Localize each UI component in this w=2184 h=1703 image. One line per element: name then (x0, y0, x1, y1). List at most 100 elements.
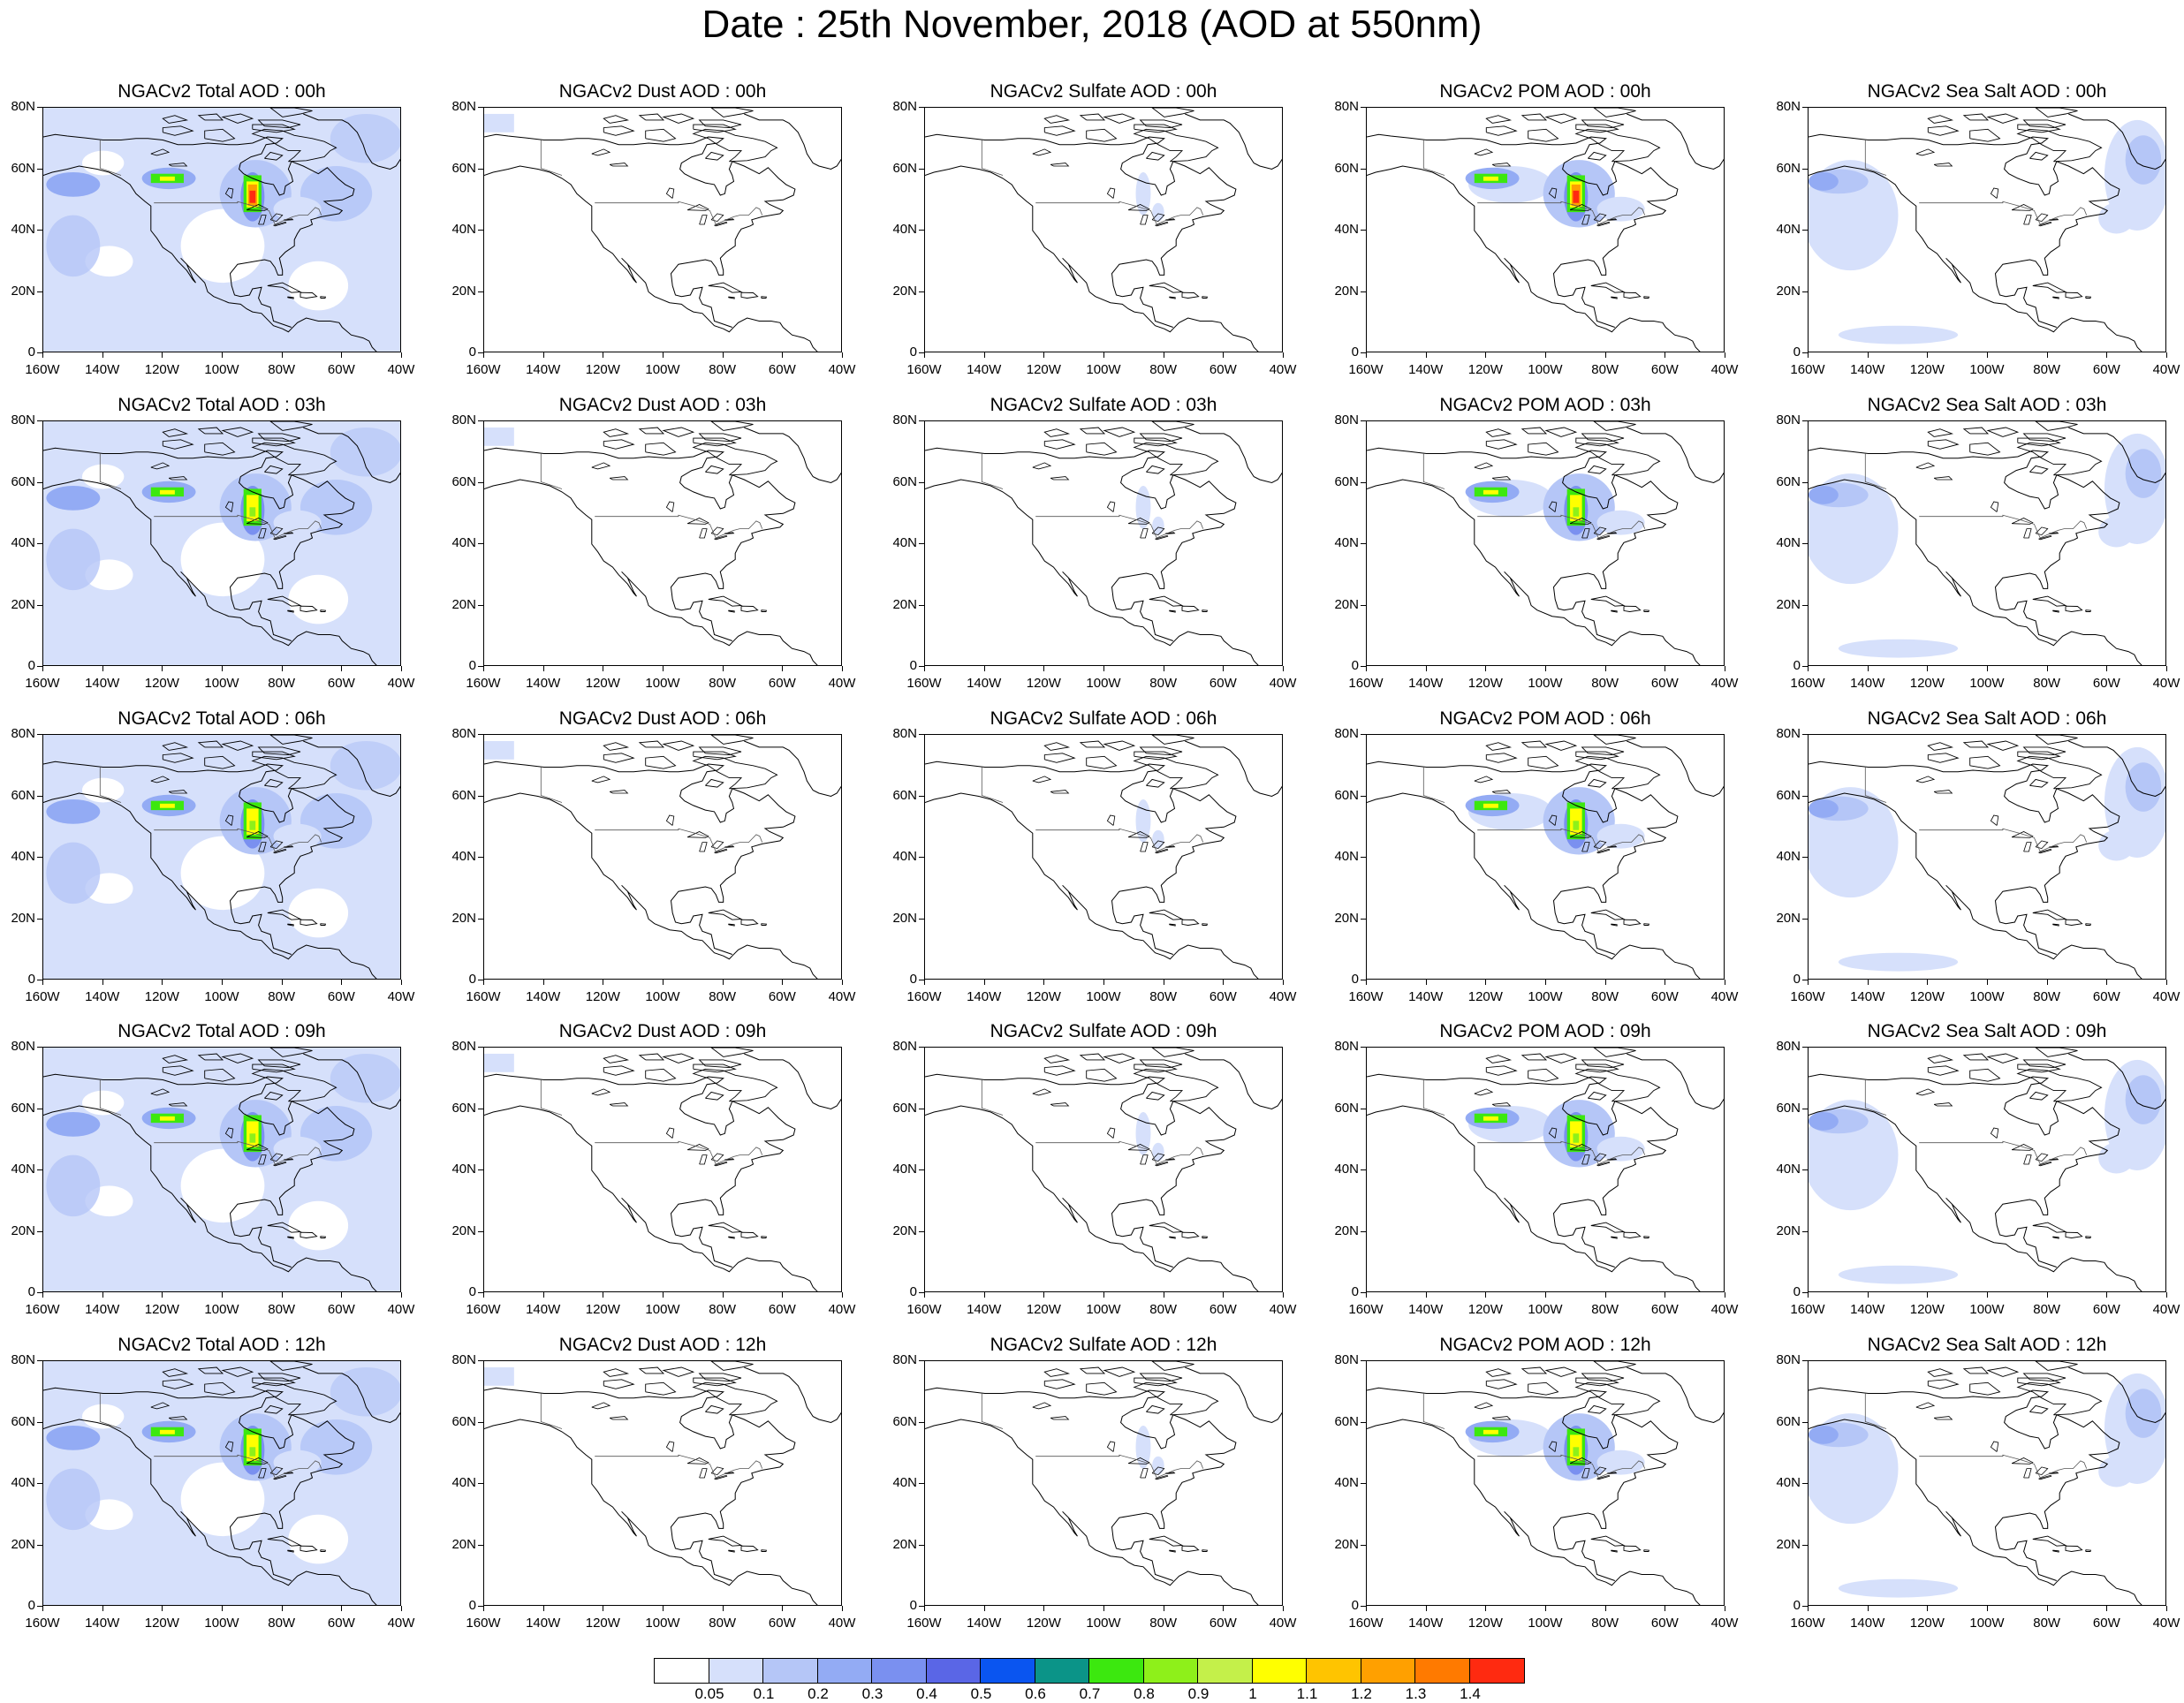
map-panel: NGACv2 Dust AOD : 03h 80N 60N 40N 20N 0 160W 14… (451, 395, 855, 691)
y-tick-mark (478, 857, 483, 858)
y-tick-mark (478, 1047, 483, 1048)
y-tick-mark (1802, 1483, 1808, 1484)
y-tick-mark (1361, 291, 1366, 292)
aod-field (43, 1361, 400, 1605)
x-tick-mark (983, 1606, 985, 1611)
x-tick-label: 80W (2033, 362, 2061, 377)
y-tick-mark (1802, 107, 1808, 108)
y-tick-mark (478, 1292, 483, 1293)
x-tick-label: 120W (585, 989, 620, 1004)
y-tick-label: 20N (11, 1536, 35, 1552)
y-tick-mark (37, 1169, 42, 1170)
x-tick-label: 100W (1969, 1302, 2005, 1317)
x-tick-mark (281, 666, 283, 671)
y-tick-label: 60N (1776, 787, 1801, 803)
x-tick-label: 160W (906, 1302, 942, 1317)
y-tick-mark (919, 734, 924, 735)
y-tick-mark (1361, 1360, 1366, 1361)
y-tick-mark (37, 1292, 42, 1293)
y-tick-mark (37, 1544, 42, 1546)
y-tick-mark (1802, 543, 1808, 544)
colorbar-swatch (1035, 1659, 1089, 1683)
country-borders (1422, 1079, 1646, 1165)
x-tick-label: 100W (1086, 1616, 1121, 1631)
x-tick-mark (102, 980, 103, 985)
y-tick-mark (37, 1606, 42, 1607)
x-tick-mark (162, 352, 163, 358)
coastlines (43, 108, 400, 352)
country-borders (1864, 453, 2088, 539)
x-tick-label: 100W (645, 676, 680, 691)
x-tick-mark (1808, 666, 1809, 671)
x-tick-label: 40W (1269, 989, 1297, 1004)
x-tick-mark (2106, 666, 2108, 671)
y-tick-label: 20N (892, 1536, 917, 1552)
country-borders (99, 1393, 322, 1479)
country-borders (981, 767, 1204, 852)
x-tick-mark (1987, 352, 1988, 358)
map-plot-area (1366, 734, 1725, 980)
x-tick-label: 100W (204, 1616, 239, 1631)
x-tick-label: 80W (1591, 1302, 1619, 1317)
map-panel: NGACv2 Sulfate AOD : 12h 80N 60N 40N 20N 0 160… (892, 1335, 1296, 1631)
x-tick-mark (102, 666, 103, 671)
y-tick-mark (1361, 1230, 1366, 1232)
country-borders (540, 453, 763, 539)
x-tick-mark (842, 352, 843, 358)
aod-field (1809, 1059, 2165, 1284)
y-tick-label: 0 (27, 972, 35, 987)
x-tick-mark (1283, 980, 1284, 985)
x-tick-label: 80W (2033, 676, 2061, 691)
aod-map (1809, 108, 2165, 352)
country-borders (1864, 1079, 2088, 1165)
y-tick-mark (1802, 291, 1808, 292)
x-tick-label: 120W (144, 676, 179, 691)
y-tick-mark (919, 857, 924, 858)
x-tick-mark (1987, 1606, 1988, 1611)
x-tick-mark (542, 666, 544, 671)
x-tick-label: 80W (2033, 989, 2061, 1004)
aod-field (43, 1048, 400, 1291)
x-tick-mark (1425, 1292, 1427, 1298)
y-tick-label: 80N (1776, 1352, 1801, 1367)
y-tick-mark (37, 795, 42, 797)
y-tick-label: 40N (892, 1475, 917, 1490)
y-tick-mark (478, 481, 483, 483)
aod-field (1465, 1413, 1645, 1481)
y-tick-label: 20N (1334, 1222, 1359, 1238)
y-tick-mark (1361, 1421, 1366, 1423)
x-tick-mark (401, 1292, 402, 1298)
y-tick-label: 20N (1334, 1536, 1359, 1552)
x-tick-label: 140W (1408, 1302, 1444, 1317)
y-tick-label: 0 (1351, 1598, 1359, 1613)
panel-title: NGACv2 POM AOD : 06h (1439, 708, 1651, 729)
x-tick-label: 40W (1710, 1616, 1739, 1631)
x-tick-mark (1927, 1292, 1929, 1298)
y-tick-label: 60N (451, 1100, 476, 1116)
country-borders (99, 1079, 322, 1165)
x-tick-label: 40W (1710, 676, 1739, 691)
x-tick-mark (1867, 352, 1869, 358)
x-tick-mark (401, 666, 402, 671)
y-tick-mark (1361, 420, 1366, 421)
x-tick-mark (782, 352, 784, 358)
x-tick-label: 160W (906, 1616, 942, 1631)
x-tick-mark (1043, 1292, 1045, 1298)
y-tick-mark (478, 604, 483, 606)
panel-title: NGACv2 Sulfate AOD : 00h (990, 81, 1217, 102)
x-tick-mark (722, 1292, 724, 1298)
map-panel: NGACv2 POM AOD : 09h 80N 60N 40N 20N 0 160W 140… (1334, 1021, 1738, 1317)
colorbar-swatch (926, 1659, 981, 1683)
x-tick-label: 160W (466, 676, 501, 691)
y-tick-label: 60N (451, 1413, 476, 1429)
y-tick-label: 80N (451, 99, 476, 114)
map-panel: NGACv2 Sea Salt AOD : 06h 80N 60N 40N 20N 0 16… (1776, 708, 2180, 1004)
x-tick-label: 160W (466, 989, 501, 1004)
x-tick-mark (483, 352, 484, 358)
x-tick-label: 80W (268, 362, 296, 377)
y-tick-mark (478, 795, 483, 797)
map-plot-area (42, 107, 401, 352)
x-tick-label: 160W (1790, 362, 1825, 377)
y-tick-mark (478, 1230, 483, 1232)
panel-title: NGACv2 Dust AOD : 03h (558, 395, 767, 415)
